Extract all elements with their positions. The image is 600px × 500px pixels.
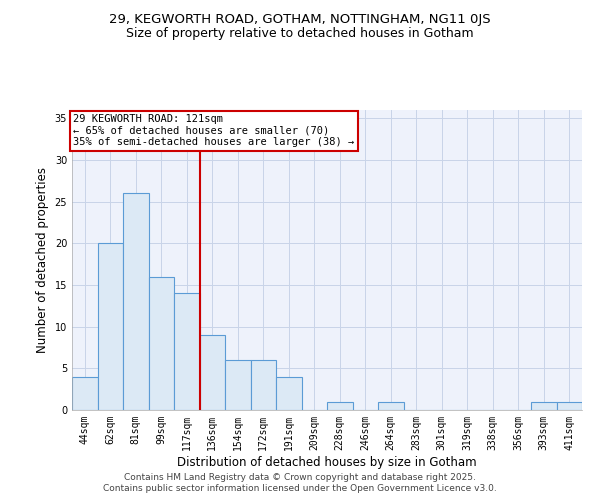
Bar: [149, 276, 174, 410]
Text: Size of property relative to detached houses in Gotham: Size of property relative to detached ho…: [126, 28, 474, 40]
Bar: [378, 402, 404, 410]
Bar: [225, 360, 251, 410]
Bar: [97, 244, 123, 410]
Bar: [123, 194, 149, 410]
Bar: [199, 335, 225, 410]
Y-axis label: Number of detached properties: Number of detached properties: [36, 167, 49, 353]
Bar: [327, 402, 353, 410]
Text: Contains public sector information licensed under the Open Government Licence v3: Contains public sector information licen…: [103, 484, 497, 493]
Text: Contains HM Land Registry data © Crown copyright and database right 2025.: Contains HM Land Registry data © Crown c…: [124, 472, 476, 482]
Text: 29, KEGWORTH ROAD, GOTHAM, NOTTINGHAM, NG11 0JS: 29, KEGWORTH ROAD, GOTHAM, NOTTINGHAM, N…: [109, 12, 491, 26]
Bar: [557, 402, 582, 410]
Bar: [251, 360, 276, 410]
Bar: [276, 376, 302, 410]
X-axis label: Distribution of detached houses by size in Gotham: Distribution of detached houses by size …: [177, 456, 477, 468]
Bar: [72, 376, 97, 410]
Bar: [174, 294, 199, 410]
Bar: [531, 402, 557, 410]
Text: 29 KEGWORTH ROAD: 121sqm
← 65% of detached houses are smaller (70)
35% of semi-d: 29 KEGWORTH ROAD: 121sqm ← 65% of detach…: [73, 114, 355, 148]
